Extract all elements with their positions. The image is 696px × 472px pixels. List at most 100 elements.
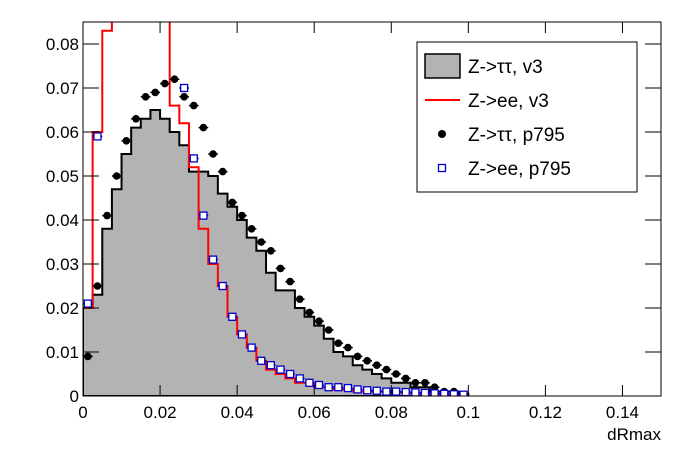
- point: [420, 388, 430, 396]
- y-tick-label: 0.01: [46, 343, 79, 362]
- point: [363, 386, 372, 395]
- point: [430, 389, 439, 396]
- legend-label: Z->ee, p795: [468, 159, 571, 180]
- point: [411, 388, 420, 396]
- point: [305, 308, 314, 317]
- point: [276, 365, 285, 374]
- point: [373, 361, 381, 370]
- x-tick-label: 0.1: [457, 403, 481, 422]
- point: [84, 352, 92, 361]
- x-tick-label: 0.02: [144, 403, 177, 422]
- point: [257, 238, 266, 246]
- point: [363, 357, 371, 365]
- point: [93, 282, 102, 290]
- point: [189, 101, 198, 110]
- point: [430, 383, 439, 392]
- point: [449, 390, 459, 396]
- y-tick-label: 0.06: [46, 123, 79, 142]
- legend-label: Z->ττ, p795: [468, 125, 565, 146]
- point: [199, 211, 208, 220]
- point: [170, 75, 179, 83]
- legend-label: Z->ee, v3: [468, 91, 549, 112]
- point: [440, 389, 449, 396]
- point: [324, 326, 333, 334]
- point: [372, 386, 381, 395]
- point: [257, 356, 266, 365]
- histogram: [83, 109, 470, 396]
- point: [237, 330, 247, 339]
- legend-symbol: [424, 53, 461, 79]
- y-tick-label: 0.02: [46, 299, 79, 318]
- point: [305, 378, 314, 387]
- point: [228, 198, 237, 207]
- point: [401, 374, 410, 383]
- point: [218, 167, 227, 176]
- legend: Z->ττ, v3 Z->ee, v3 Z->ττ, p795 Z->ee, p795: [416, 41, 638, 193]
- point: [93, 132, 102, 141]
- x-axis-label: dRmax: [607, 425, 661, 444]
- point: [411, 379, 420, 387]
- point: [459, 390, 468, 396]
- point: [315, 317, 323, 326]
- point: [286, 277, 294, 286]
- y-tick-label: 0.05: [46, 167, 79, 186]
- point: [276, 264, 285, 273]
- point: [324, 383, 333, 392]
- frame: [82, 21, 662, 397]
- point: [267, 247, 275, 255]
- point: [285, 369, 295, 379]
- point: [208, 255, 218, 264]
- point: [314, 380, 324, 390]
- point: [199, 123, 208, 132]
- point: [238, 211, 246, 220]
- point: [141, 93, 150, 101]
- point: [247, 343, 256, 352]
- x-tick-label: 0.08: [375, 403, 408, 422]
- y-tick-label: 0.07: [46, 79, 79, 98]
- point: [209, 150, 217, 158]
- point: [179, 83, 189, 93]
- point: [344, 343, 352, 352]
- y-tick-label: 0.04: [46, 211, 79, 230]
- point: [421, 379, 429, 387]
- x-tick-label: 0.14: [606, 403, 639, 422]
- legend-label: Z->ττ, v3: [468, 57, 543, 78]
- point: [391, 387, 401, 396]
- point: [103, 211, 111, 220]
- x-tick-label: 0.04: [221, 403, 254, 422]
- point: [132, 115, 140, 123]
- point: [382, 365, 391, 374]
- point: [401, 387, 410, 396]
- point: [295, 374, 304, 383]
- point: [334, 339, 343, 348]
- point: [83, 299, 92, 308]
- point: [112, 172, 121, 180]
- point: [392, 370, 400, 378]
- point: [266, 361, 276, 370]
- point: [151, 88, 160, 97]
- point: [122, 137, 131, 145]
- axes: 0 0.02 0.04 0.06 0.08 0.1 0.12 0.14 0 0.01 0.02 0.0…: [46, 22, 661, 422]
- y-tick-label: 0: [70, 387, 79, 406]
- legend-symbol: [438, 130, 446, 138]
- point: [353, 385, 362, 394]
- point: [353, 352, 362, 361]
- legend-symbol: [437, 163, 447, 173]
- x-tick-label: 0: [78, 403, 87, 422]
- point: [189, 154, 198, 163]
- point: [334, 383, 343, 392]
- x-tick-label: 0.06: [298, 403, 331, 422]
- point: [295, 295, 304, 304]
- y-tick-label: 0.08: [46, 35, 79, 54]
- point: [218, 281, 227, 291]
- point: [228, 312, 237, 321]
- point: [247, 225, 256, 233]
- plot-area: [83, 22, 470, 396]
- point: [343, 383, 353, 393]
- x-tick-label: 0.12: [529, 403, 562, 422]
- point: [382, 387, 391, 396]
- point: [180, 93, 188, 101]
- point: [161, 79, 169, 88]
- y-tick-label: 0.03: [46, 255, 79, 274]
